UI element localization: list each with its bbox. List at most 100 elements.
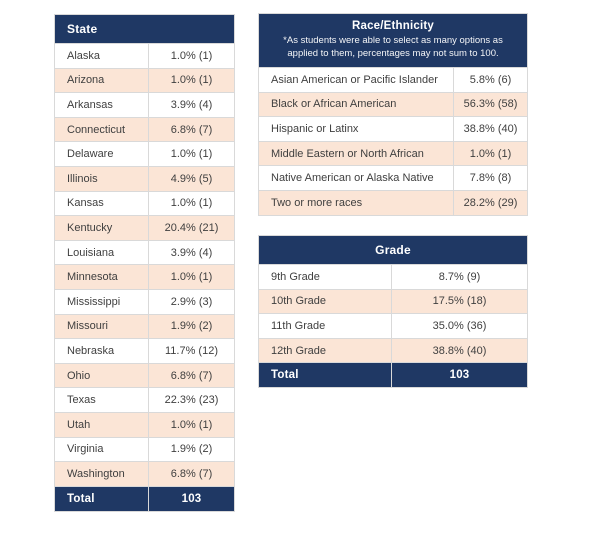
grade-total-value: 103 [449,369,470,382]
table-row: 10th Grade 17.5% (18) [259,288,527,314]
row-value: 8.7% (9) [438,270,481,283]
row-value: 20.4% (21) [164,221,219,234]
row-label: Alaska [55,44,149,68]
row-label: Illinois [55,166,149,191]
row-label: Utah [55,412,149,437]
race-table-note-line1: *As students were able to select as many… [283,35,503,46]
table-row: Virginia 1.9% (2) [55,436,234,462]
row-value: 6.8% (7) [170,467,213,480]
table-row: Utah 1.0% (1) [55,411,234,437]
row-value: 56.3% (58) [463,98,518,111]
row-label: Minnesota [55,265,149,289]
table-row: Kentucky 20.4% (21) [55,215,234,240]
row-label: Virginia [55,437,149,462]
row-value: 1.0% (1) [170,271,213,284]
table-row: Kansas 1.0% (1) [55,190,234,216]
row-label: Washington [55,462,149,486]
row-value: 35.0% (36) [432,319,487,332]
row-value: 7.8% (8) [469,172,512,185]
row-value: 11.7% (12) [165,344,218,357]
row-label: Two or more races [259,190,454,215]
row-label: Connecticut [55,117,149,142]
table-row: Missouri 1.9% (2) [55,313,234,339]
row-label: Arkansas [55,93,149,117]
row-label: Nebraska [55,339,149,363]
row-label: Louisiana [55,240,149,265]
row-value: 17.5% (18) [432,295,487,308]
row-label: 11th Grade [259,314,392,338]
grade-total-label: Total [259,363,392,388]
race-table-note-line2: applied to them, percentages may not sum… [287,48,499,59]
table-row: Washington 6.8% (7) [55,461,234,486]
table-row: Black or African American 56.3% (58) [259,91,527,117]
table-row: Arkansas 3.9% (4) [55,92,234,117]
table-row: Louisiana 3.9% (4) [55,239,234,265]
table-row: 11th Grade 35.0% (36) [259,313,527,338]
grade-table-footer: Total 103 [259,362,527,388]
row-label: Native American or Alaska Native [259,166,454,190]
state-table-rows: Alaska 1.0% (1) Arizona 1.0% (1) Arkansa… [55,43,234,486]
row-label: Hispanic or Latinx [259,117,454,141]
row-label: Missouri [55,314,149,339]
row-value: 6.8% (7) [170,369,213,382]
row-label: Asian American or Pacific Islander [259,68,454,92]
table-row: Delaware 1.0% (1) [55,141,234,166]
table-row: 12th Grade 38.8% (40) [259,337,527,363]
table-row: Middle Eastern or North African 1.0% (1) [259,140,527,166]
row-label: 10th Grade [259,289,392,314]
table-row: Hispanic or Latinx 38.8% (40) [259,116,527,141]
table-row: Two or more races 28.2% (29) [259,189,527,215]
table-row: Arizona 1.0% (1) [55,67,234,93]
table-row: Alaska 1.0% (1) [55,43,234,68]
row-value: 1.9% (2) [170,443,213,456]
table-row: 9th Grade 8.7% (9) [259,264,527,289]
row-value: 38.8% (40) [432,344,487,357]
row-value: 1.0% (1) [469,147,512,160]
row-value: 38.8% (40) [463,122,518,135]
row-label: Texas [55,388,149,412]
row-value: 6.8% (7) [170,123,213,136]
row-value: 28.2% (29) [463,196,518,209]
row-value: 2.9% (3) [170,295,213,308]
row-label: Ohio [55,363,149,388]
race-ethnicity-table: Race/Ethnicity *As students were able to… [258,13,528,216]
grade-table-rows: 9th Grade 8.7% (9) 10th Grade 17.5% (18)… [259,264,527,363]
table-row: Ohio 6.8% (7) [55,362,234,388]
row-label: Mississippi [55,289,149,314]
table-row: Nebraska 11.7% (12) [55,338,234,363]
row-value: 22.3% (23) [164,394,219,407]
row-label: 12th Grade [259,338,392,363]
row-value: 3.9% (4) [170,246,213,259]
row-label: Kansas [55,191,149,216]
table-row: Asian American or Pacific Islander 5.8% … [259,67,527,92]
row-label: Middle Eastern or North African [259,141,454,166]
table-row: Texas 22.3% (23) [55,387,234,412]
table-row: Native American or Alaska Native 7.8% (8… [259,165,527,190]
race-table-title: Race/Ethnicity [351,20,435,32]
table-row: Connecticut 6.8% (7) [55,116,234,142]
race-table-header: Race/Ethnicity *As students were able to… [259,14,527,67]
row-value: 1.0% (1) [170,49,213,62]
row-value: 3.9% (4) [170,98,213,111]
row-label: Black or African American [259,92,454,117]
table-row: Illinois 4.9% (5) [55,165,234,191]
row-value: 1.0% (1) [170,418,213,431]
state-total-value: 103 [181,492,202,505]
row-value: 1.9% (2) [170,320,213,333]
row-value: 1.0% (1) [170,148,213,161]
state-table-footer: Total 103 [55,485,234,511]
state-table: State Alaska 1.0% (1) Arizona 1.0% (1) A… [54,14,235,512]
row-value: 5.8% (6) [469,73,512,86]
state-table-header: State [55,15,234,43]
row-value: 1.0% (1) [170,197,213,210]
row-label: Delaware [55,142,149,166]
state-total-label: Total [55,486,149,511]
row-value: 4.9% (5) [170,172,213,185]
grade-table: Grade 9th Grade 8.7% (9) 10th Grade 17.5… [258,235,528,389]
row-label: 9th Grade [259,265,392,289]
row-value: 1.0% (1) [170,74,213,87]
race-table-rows: Asian American or Pacific Islander 5.8% … [259,67,527,215]
grade-table-header: Grade [259,236,527,264]
row-label: Arizona [55,68,149,93]
table-row: Minnesota 1.0% (1) [55,264,234,289]
